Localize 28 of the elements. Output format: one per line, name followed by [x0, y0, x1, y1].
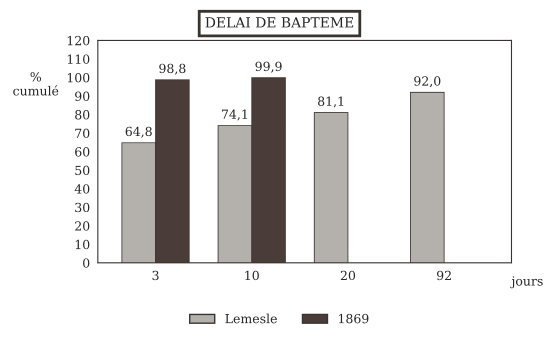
- y-tick-label: 50: [75, 166, 90, 176]
- y-tick-label: 10: [76, 240, 90, 250]
- y-tick-label: 30: [75, 202, 90, 212]
- y-axis-title: % cumulé: [13, 72, 58, 96]
- y-tick-label: 40: [74, 184, 90, 194]
- data-label: 81,1: [318, 96, 344, 108]
- legend-label: 1869: [339, 314, 368, 324]
- x-tick-label: 20: [340, 270, 356, 280]
- y-tick-label: 60: [75, 147, 90, 157]
- y-tick-label: 110: [68, 54, 90, 64]
- data-label: 64,8: [126, 126, 152, 138]
- data-label: 92,0: [414, 76, 440, 88]
- y-tick-label: 90: [75, 92, 90, 101]
- chart-title: DELAI DE BAPTEME: [206, 17, 354, 28]
- x-axis-title: jours: [510, 276, 543, 288]
- y-tick-label: 120: [68, 36, 90, 46]
- data-label: 74,1: [222, 109, 248, 120]
- x-tick-label: 10: [245, 270, 259, 280]
- y-tick-label: 100: [68, 72, 90, 82]
- legend-label: Lemesle: [225, 314, 277, 324]
- y-tick-label: 0: [83, 258, 90, 268]
- x-tick-label: 92: [436, 270, 451, 280]
- data-label: 99,9: [255, 62, 282, 73]
- y-tick-label: 70: [75, 128, 90, 138]
- y-tick-label: 80: [75, 110, 90, 120]
- y-tick-label: 20: [75, 221, 90, 231]
- data-label: 98,8: [159, 64, 186, 75]
- x-tick-label: 3: [152, 270, 159, 280]
